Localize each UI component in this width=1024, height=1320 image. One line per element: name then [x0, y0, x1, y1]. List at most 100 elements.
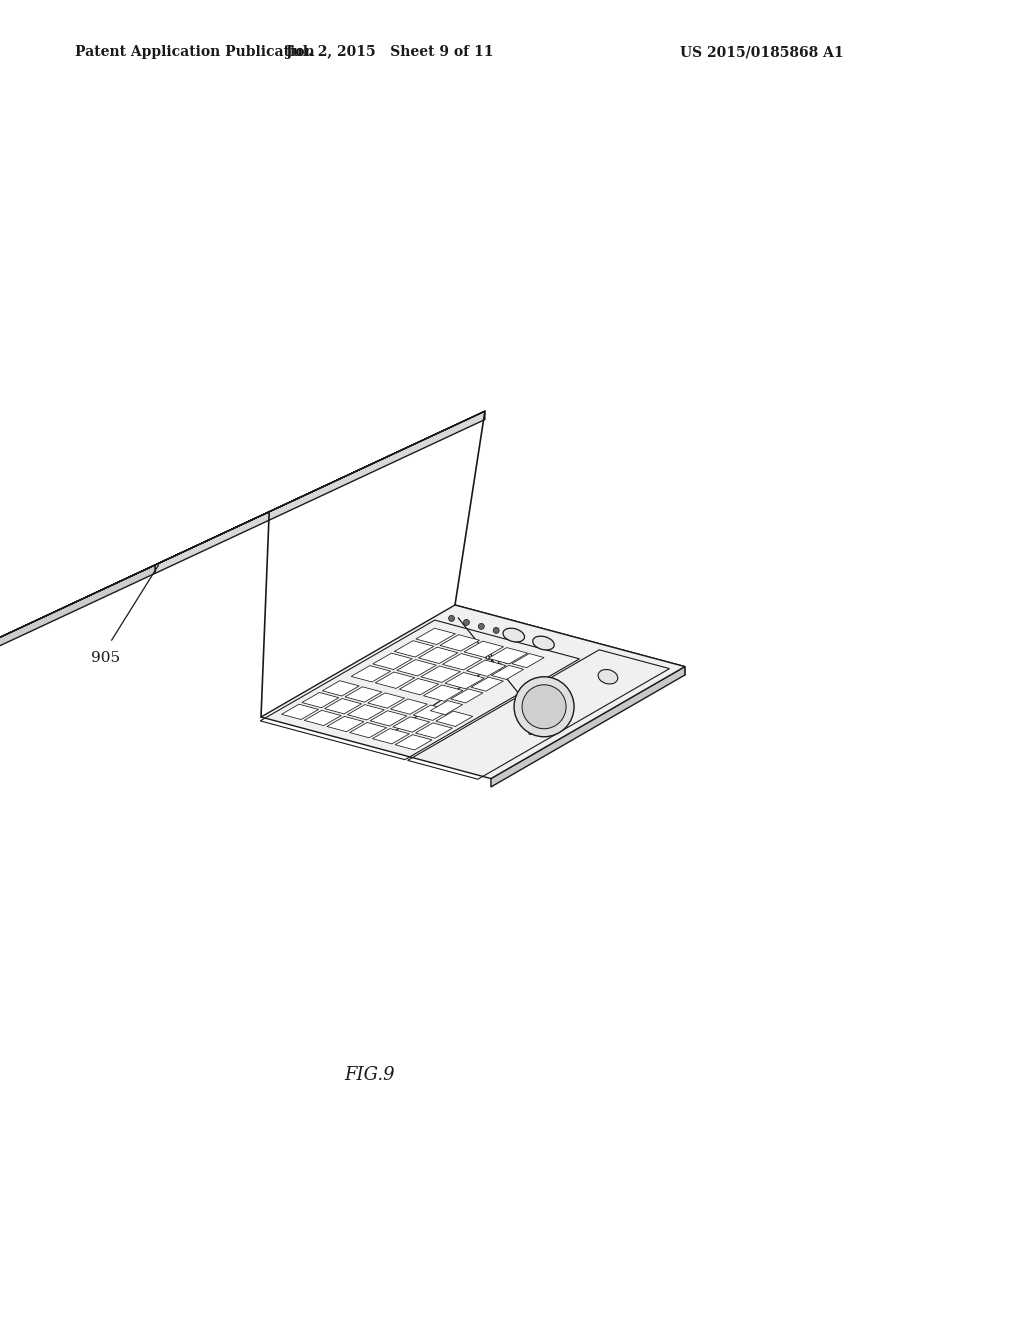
Polygon shape	[220, 517, 256, 535]
Polygon shape	[199, 528, 236, 545]
Polygon shape	[262, 498, 299, 515]
Polygon shape	[128, 564, 159, 578]
Polygon shape	[347, 705, 384, 719]
Polygon shape	[305, 478, 342, 495]
Polygon shape	[0, 635, 4, 649]
Polygon shape	[86, 579, 123, 597]
Polygon shape	[23, 610, 59, 627]
Polygon shape	[390, 700, 427, 714]
Polygon shape	[423, 685, 463, 701]
Polygon shape	[302, 693, 339, 708]
Polygon shape	[171, 543, 203, 557]
Polygon shape	[44, 599, 81, 616]
Polygon shape	[399, 678, 439, 694]
Polygon shape	[351, 665, 391, 682]
Ellipse shape	[598, 669, 617, 684]
Polygon shape	[373, 653, 413, 669]
Polygon shape	[419, 647, 458, 664]
Polygon shape	[129, 560, 166, 577]
Text: 905: 905	[90, 651, 120, 665]
Polygon shape	[199, 528, 236, 545]
Ellipse shape	[532, 636, 554, 649]
Polygon shape	[0, 565, 155, 675]
Polygon shape	[214, 520, 251, 537]
Polygon shape	[370, 710, 407, 726]
Polygon shape	[150, 553, 180, 568]
Polygon shape	[234, 512, 267, 528]
Polygon shape	[213, 523, 246, 537]
Circle shape	[449, 615, 455, 622]
Text: FIG.9: FIG.9	[345, 1067, 395, 1084]
Polygon shape	[430, 701, 463, 714]
Polygon shape	[129, 560, 166, 577]
Polygon shape	[467, 660, 506, 676]
Polygon shape	[451, 689, 483, 704]
Polygon shape	[129, 560, 166, 577]
Polygon shape	[455, 605, 685, 675]
Polygon shape	[360, 454, 392, 470]
Polygon shape	[394, 640, 434, 657]
Circle shape	[464, 619, 469, 626]
Polygon shape	[395, 735, 432, 750]
Polygon shape	[445, 672, 484, 689]
Polygon shape	[284, 488, 321, 504]
Polygon shape	[86, 579, 123, 597]
Polygon shape	[108, 570, 144, 587]
Text: 915: 915	[484, 653, 513, 667]
Polygon shape	[256, 503, 288, 517]
Polygon shape	[327, 717, 364, 731]
Polygon shape	[194, 531, 229, 548]
Polygon shape	[66, 590, 101, 607]
Polygon shape	[44, 599, 81, 616]
Polygon shape	[156, 548, 193, 565]
Circle shape	[522, 685, 566, 729]
Polygon shape	[323, 681, 359, 696]
Polygon shape	[416, 628, 456, 644]
Polygon shape	[150, 553, 181, 568]
Polygon shape	[0, 626, 26, 640]
Polygon shape	[471, 677, 504, 692]
Polygon shape	[492, 665, 523, 680]
Polygon shape	[86, 579, 123, 597]
Polygon shape	[397, 660, 436, 676]
Text: Jul. 2, 2015   Sheet 9 of 11: Jul. 2, 2015 Sheet 9 of 11	[287, 45, 494, 59]
Polygon shape	[66, 590, 101, 607]
Circle shape	[478, 623, 484, 630]
Polygon shape	[317, 474, 349, 490]
Text: US 2015/0185868 A1: US 2015/0185868 A1	[680, 45, 844, 59]
Polygon shape	[464, 642, 504, 657]
Polygon shape	[339, 465, 371, 479]
Polygon shape	[194, 531, 229, 548]
Polygon shape	[274, 494, 307, 510]
Ellipse shape	[503, 628, 524, 642]
Polygon shape	[296, 484, 329, 499]
Polygon shape	[442, 653, 482, 671]
Polygon shape	[512, 653, 544, 668]
Polygon shape	[262, 498, 299, 515]
Polygon shape	[373, 729, 410, 744]
Polygon shape	[421, 667, 461, 682]
Polygon shape	[349, 722, 387, 738]
Polygon shape	[172, 540, 208, 557]
Polygon shape	[0, 411, 485, 665]
Circle shape	[514, 677, 574, 737]
Polygon shape	[413, 705, 451, 721]
Polygon shape	[393, 717, 430, 733]
Polygon shape	[16, 615, 47, 630]
Circle shape	[494, 627, 499, 634]
Polygon shape	[177, 537, 214, 554]
Polygon shape	[345, 686, 382, 702]
Polygon shape	[327, 469, 364, 484]
Polygon shape	[305, 478, 342, 495]
Polygon shape	[282, 704, 318, 719]
Polygon shape	[86, 579, 123, 597]
Polygon shape	[375, 672, 415, 689]
Polygon shape	[325, 698, 361, 714]
Polygon shape	[151, 550, 187, 568]
Polygon shape	[220, 517, 256, 535]
Polygon shape	[440, 635, 479, 651]
Polygon shape	[304, 710, 341, 726]
Polygon shape	[199, 528, 236, 545]
Polygon shape	[106, 573, 138, 587]
Polygon shape	[220, 517, 256, 535]
